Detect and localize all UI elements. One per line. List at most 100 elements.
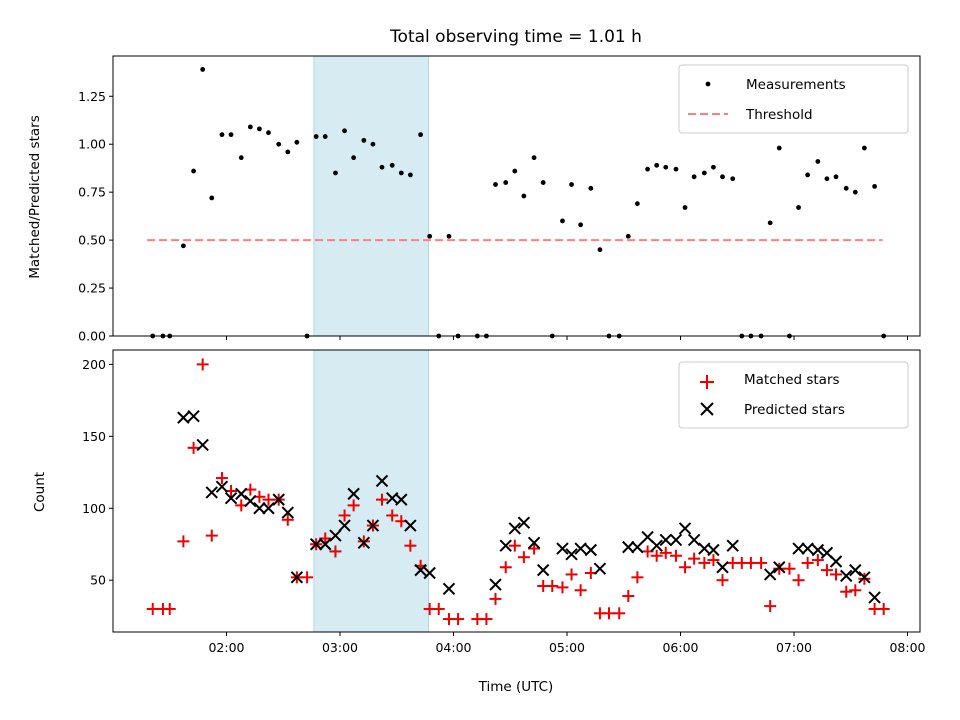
- bottom-legend-box: [678, 361, 909, 429]
- matched-star-point: [858, 572, 871, 585]
- predicted-star-stroke: [347, 487, 360, 501]
- measurement-point: [682, 205, 688, 210]
- y-tick-label: 1.00: [78, 137, 106, 152]
- predicted-star-stroke: [404, 519, 417, 532]
- legend-predicted-label: Predicted stars: [744, 402, 845, 418]
- measurement-point: [673, 166, 679, 172]
- measurement-point: [560, 218, 565, 224]
- y-tick-label: 150: [82, 429, 106, 444]
- matched-star-point: [357, 535, 370, 548]
- predicted-star-point: [678, 522, 692, 535]
- matched-star-point: [877, 602, 890, 615]
- predicted-star-stroke: [366, 519, 380, 532]
- measurement-point: [852, 189, 858, 195]
- top-observing-span: [313, 55, 430, 337]
- predicted-star-stroke: [650, 539, 663, 552]
- x-tick-label: 04:00: [435, 640, 471, 655]
- predicted-star-stroke: [773, 561, 786, 574]
- matched-star-point: [301, 571, 314, 584]
- measurement-point: [805, 172, 811, 178]
- predicted-star-point: [527, 536, 541, 550]
- predicted-star-stroke: [508, 522, 522, 535]
- predicted-star-point: [631, 540, 644, 554]
- y-tick-label: 100: [82, 501, 106, 516]
- measurement-point: [503, 180, 509, 185]
- predicted-star-point: [205, 486, 218, 499]
- measurement-point: [219, 132, 225, 138]
- matched-star-point: [163, 602, 176, 615]
- y-tick-label: 0.50: [78, 233, 106, 248]
- measurement-point: [521, 193, 527, 199]
- predicted-star-point: [650, 539, 663, 552]
- predicted-star-stroke: [375, 474, 389, 488]
- predicted-star-point: [508, 522, 522, 535]
- matched-star-point: [187, 441, 200, 454]
- predicted-star-stroke: [792, 542, 805, 555]
- measurement-point: [815, 159, 821, 164]
- measurement-point: [238, 155, 244, 161]
- x-tick-label: 05:00: [549, 640, 585, 655]
- bottom-y-axis-label: Count: [32, 472, 48, 512]
- measurement-point: [569, 182, 574, 187]
- predicted-star-stroke: [253, 502, 266, 515]
- matched-star-point: [603, 607, 616, 620]
- measurement-point: [418, 132, 423, 138]
- measurement-point: [588, 185, 594, 191]
- matched-star-point: [688, 552, 701, 565]
- measurement-point: [512, 168, 518, 174]
- predicted-star-point: [584, 543, 598, 557]
- predicted-star-point: [716, 561, 729, 574]
- predicted-star-point: [840, 569, 853, 583]
- predicted-star-point: [235, 487, 248, 501]
- predicted-star-stroke: [849, 563, 862, 577]
- matched-star-point: [329, 545, 342, 558]
- matched-star-point: [716, 574, 729, 587]
- y-tick-label: 0.25: [78, 281, 106, 296]
- measurement-point: [645, 166, 650, 172]
- matched-star-point: [146, 602, 159, 615]
- measurement-point: [493, 182, 498, 187]
- predicted-star-stroke: [707, 543, 720, 557]
- predicted-star-stroke: [811, 543, 825, 557]
- matched-star-point: [820, 564, 833, 577]
- measurement-point: [285, 149, 291, 155]
- measurement-point: [776, 145, 782, 151]
- matched-star-point: [376, 493, 388, 506]
- predicted-star-point: [868, 591, 881, 604]
- predicted-star-point: [442, 582, 456, 596]
- measurement-point: [663, 164, 669, 170]
- matched-star-point: [801, 556, 814, 569]
- measurement-point: [531, 155, 537, 161]
- matched-star-point: [546, 579, 559, 592]
- predicted-star-stroke: [622, 540, 635, 554]
- predicted-star-point: [517, 516, 531, 529]
- predicted-star-point: [177, 411, 190, 424]
- predicted-star-point: [215, 480, 229, 493]
- predicted-star-stroke: [641, 530, 654, 544]
- predicted-star-point: [196, 438, 209, 452]
- measurement-point: [833, 174, 839, 180]
- predicted-star-point: [829, 555, 843, 568]
- predicted-star-stroke: [593, 562, 607, 575]
- measurement-point: [247, 124, 253, 130]
- measurement-point: [294, 139, 300, 145]
- predicted-star-point: [309, 538, 323, 551]
- predicted-star-stroke: [395, 493, 408, 506]
- predicted-star-point: [272, 493, 285, 506]
- predicted-star-point: [499, 539, 512, 552]
- predicted-star-stroke: [669, 533, 683, 547]
- matched-star-point: [281, 513, 294, 526]
- predicted-star-stroke: [205, 486, 218, 499]
- measurement-point: [767, 220, 773, 226]
- matched-star-point: [177, 535, 190, 548]
- predicted-star-stroke: [309, 538, 323, 551]
- matched-stars-points: [146, 358, 890, 626]
- measurement-point: [276, 141, 282, 147]
- matched-star-point: [698, 556, 711, 569]
- measurement-point: [540, 180, 546, 185]
- predicted-star-point: [858, 571, 871, 584]
- top-legend: Measurements Threshold: [678, 64, 909, 134]
- predicted-star-stroke: [215, 480, 229, 493]
- predicted-star-stroke: [187, 409, 200, 423]
- measurement-point: [191, 168, 196, 174]
